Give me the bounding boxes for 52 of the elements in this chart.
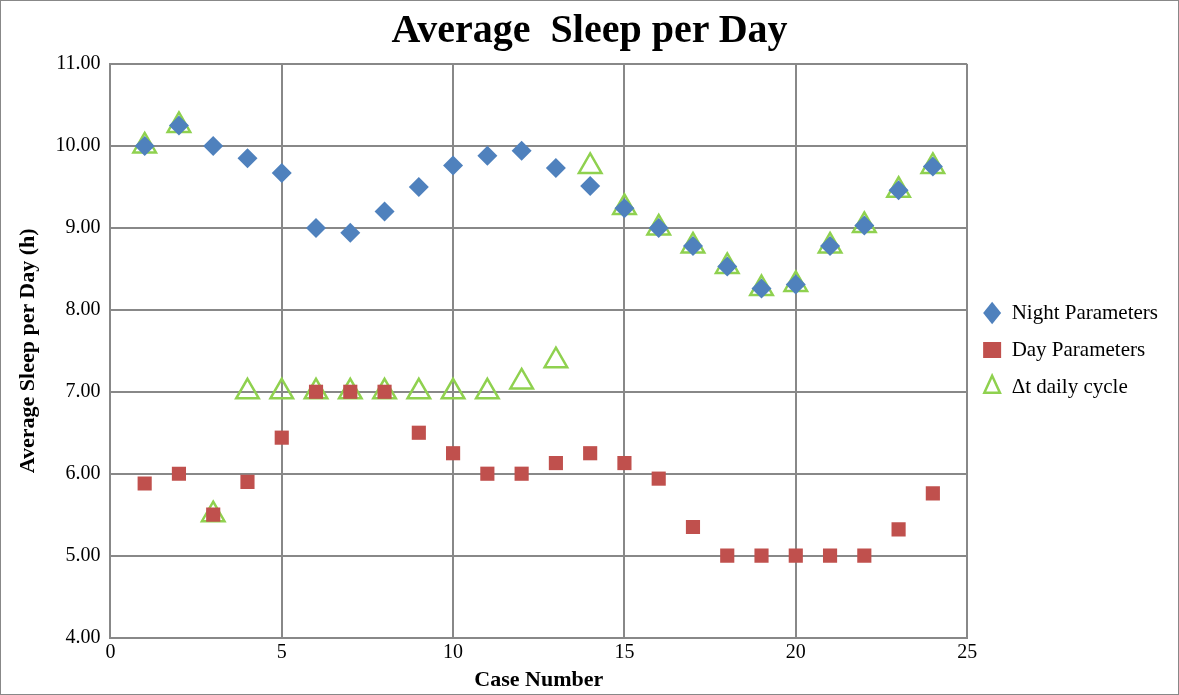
point bbox=[822, 548, 838, 563]
x-axis-title: Case Number bbox=[474, 666, 604, 692]
x-tick-label: 10 bbox=[443, 639, 464, 662]
y-tick-label: 9.00 bbox=[65, 215, 101, 238]
point bbox=[171, 466, 187, 481]
chart-title: Average Sleep per Day bbox=[391, 6, 788, 52]
y-tick-label: 7.00 bbox=[65, 379, 101, 402]
point bbox=[651, 471, 666, 486]
x-tick-label: 0 bbox=[105, 639, 116, 662]
point bbox=[274, 430, 289, 445]
y-tick-label: 11.00 bbox=[56, 51, 101, 74]
point bbox=[306, 217, 327, 238]
legend-label: Day Parameters bbox=[1011, 336, 1146, 361]
point bbox=[754, 548, 769, 563]
point bbox=[685, 519, 701, 535]
x-tick-label: 5 bbox=[276, 639, 287, 662]
point bbox=[480, 466, 495, 481]
point bbox=[545, 158, 566, 179]
point bbox=[548, 455, 563, 471]
point bbox=[443, 155, 464, 176]
y-tick-label: 4.00 bbox=[65, 624, 101, 647]
legend-label: Night Parameters bbox=[1011, 299, 1158, 324]
point bbox=[511, 140, 532, 161]
point bbox=[617, 455, 632, 471]
point bbox=[583, 446, 598, 461]
x-tick-label: 20 bbox=[785, 639, 806, 662]
point bbox=[237, 148, 258, 169]
point bbox=[203, 135, 224, 156]
point bbox=[925, 486, 940, 501]
point bbox=[271, 162, 292, 183]
point bbox=[340, 222, 361, 243]
point bbox=[408, 176, 429, 197]
point bbox=[374, 201, 395, 222]
point bbox=[411, 425, 426, 440]
point bbox=[857, 548, 872, 563]
x-tick-label: 15 bbox=[614, 639, 635, 662]
y-axis-title: Average Sleep per Day (h) bbox=[13, 228, 39, 474]
point bbox=[580, 176, 601, 197]
point bbox=[137, 476, 152, 491]
y-tick-label: 6.00 bbox=[65, 460, 101, 483]
point bbox=[788, 548, 803, 563]
point bbox=[720, 548, 735, 563]
point bbox=[240, 474, 255, 489]
point bbox=[891, 522, 906, 537]
point bbox=[446, 446, 461, 461]
x-tick-label: 25 bbox=[957, 639, 978, 662]
y-tick-label: 8.00 bbox=[65, 297, 101, 320]
y-tick-label: 5.00 bbox=[65, 542, 101, 565]
y-tick-label: 10.00 bbox=[55, 133, 101, 156]
point bbox=[477, 145, 498, 166]
point bbox=[514, 466, 529, 481]
legend-label: Δt daily cycle bbox=[1011, 373, 1128, 398]
